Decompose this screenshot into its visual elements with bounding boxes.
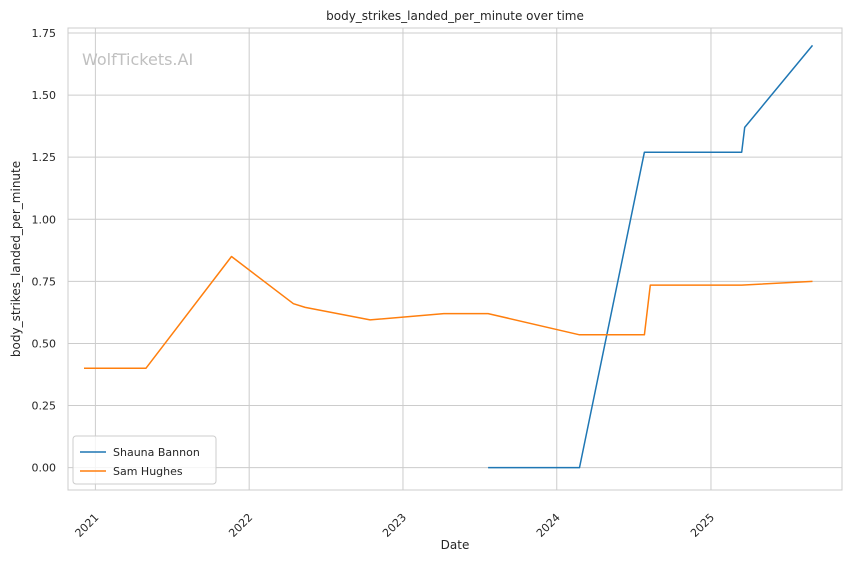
series-line-shauna-bannon (488, 44, 814, 469)
y-tick-label: 0.75 (32, 275, 57, 288)
y-tick-label: 1.50 (32, 89, 57, 102)
series-line-sam-hughes (84, 255, 813, 370)
x-axis-label: Date (441, 538, 470, 552)
watermark-text: WolfTickets.AI (82, 50, 193, 69)
y-tick-label: 0.25 (32, 400, 57, 413)
series-lines (84, 44, 814, 469)
grid-lines (68, 28, 842, 490)
legend-frame (72, 435, 217, 485)
x-tick-label: 2025 (688, 511, 717, 540)
y-tick-label: 0.00 (32, 462, 57, 475)
x-tick-label: 2023 (380, 511, 409, 540)
legend-label-sam-hughes: Sam Hughes (113, 465, 183, 478)
y-tick-label: 1.25 (32, 151, 57, 164)
chart-title: body_strikes_landed_per_minute over time (326, 9, 584, 23)
y-tick-label: 1.75 (32, 27, 57, 40)
legend: Shauna Bannon Sam Hughes (72, 435, 217, 485)
x-axis-ticks: 2021 2022 2023 2024 2025 (73, 511, 718, 540)
x-tick-label: 2021 (73, 511, 102, 540)
plot-area (67, 27, 843, 491)
legend-label-shauna-bannon: Shauna Bannon (113, 446, 200, 459)
x-tick-label: 2022 (226, 511, 255, 540)
y-axis-ticks: 0.00 0.25 0.50 0.75 1.00 1.25 1.50 1.75 (32, 27, 57, 475)
y-tick-label: 1.00 (32, 213, 57, 226)
x-tick-label: 2024 (534, 511, 563, 540)
y-axis-label: body_strikes_landed_per_minute (9, 161, 23, 357)
y-tick-label: 0.50 (32, 337, 57, 350)
